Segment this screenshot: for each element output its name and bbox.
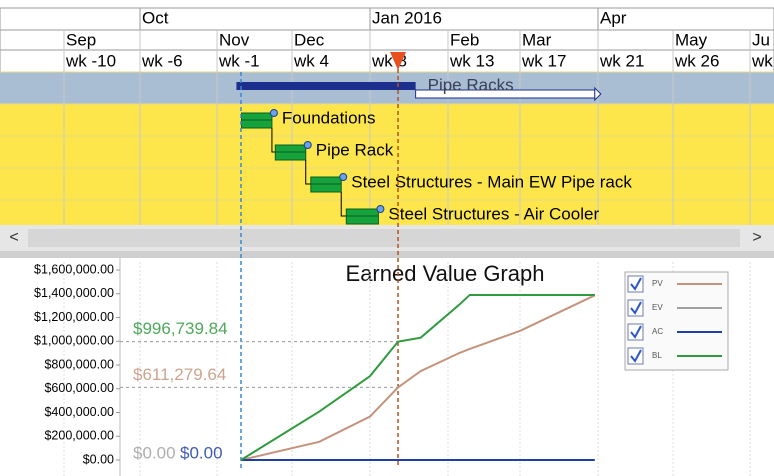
legend-check: [630, 349, 642, 363]
quarter-label: Oct: [142, 8, 169, 27]
week-label: wk 26: [674, 51, 719, 70]
annotation-label: $0.00: [133, 443, 176, 462]
summary-arrow: [594, 86, 602, 102]
y-tick-label: $1,600,000.00: [34, 262, 114, 276]
y-tick-label: $800,000.00: [44, 357, 114, 371]
quarter-label: Jan 2016: [372, 8, 442, 27]
graph-title: Earned Value Graph: [346, 261, 545, 286]
task-label: Steel Structures - Air Cooler: [388, 204, 599, 223]
legend-label: PV: [652, 279, 663, 288]
y-tick-label: $0.00: [83, 452, 114, 466]
week-label: wk: [751, 51, 773, 70]
scroll-left[interactable]: <: [9, 229, 18, 246]
y-tick-label: $1,400,000.00: [34, 286, 114, 300]
annotation-label: $611,279.64: [133, 365, 226, 384]
month-label: Ju: [752, 30, 770, 49]
summary-label: Pipe Racks: [428, 75, 514, 94]
month-label: May: [675, 30, 708, 49]
y-tick-label: $600,000.00: [44, 381, 114, 395]
scroll-thumb[interactable]: [28, 229, 740, 247]
week-label: wk 4: [293, 51, 329, 70]
legend-label: EV: [652, 303, 663, 312]
week-label: wk -10: [65, 51, 116, 70]
timescale-header: [0, 7, 774, 73]
gantt-row: [0, 200, 774, 225]
progress-marker: [376, 205, 385, 213]
week-label: wk 21: [599, 51, 644, 70]
quarter-label: Apr: [600, 8, 627, 27]
task-label: Foundations: [282, 108, 376, 127]
gantt-row: [0, 168, 774, 200]
legend-check: [630, 301, 642, 315]
progress-marker: [339, 173, 348, 181]
y-tick-label: $1,000,000.00: [34, 334, 114, 348]
task-label: Pipe Rack: [316, 140, 394, 159]
y-tick-label: $1,200,000.00: [34, 310, 114, 324]
y-tick-label: $200,000.00: [44, 429, 114, 443]
legend-label: BL: [652, 351, 662, 360]
scroll-right[interactable]: >: [752, 229, 761, 246]
progress-marker: [269, 109, 278, 117]
series-line: [240, 293, 595, 461]
gantt-row: [0, 104, 774, 136]
progress-marker: [303, 141, 312, 149]
y-tick-label: $400,000.00: [44, 405, 114, 419]
dependency-link: [271, 128, 276, 153]
legend-label: AC: [652, 327, 663, 336]
annotation-label: $996,739.84: [133, 319, 228, 338]
legend-check: [630, 325, 642, 339]
series-line: [240, 294, 596, 461]
month-label: Nov: [219, 30, 250, 49]
task-label: Steel Structures - Main EW Pipe rack: [351, 172, 632, 191]
dependency-link: [305, 160, 311, 185]
gantt-row: [0, 136, 774, 168]
month-label: Sep: [66, 30, 96, 49]
dependency-link: [340, 192, 347, 217]
pane-splitter: [0, 251, 774, 258]
week-label: wk 13: [449, 51, 494, 70]
legend-check: [630, 277, 642, 291]
week-label: wk -1: [218, 51, 260, 70]
week-label: wk 17: [521, 51, 566, 70]
month-label: Mar: [522, 30, 552, 49]
annotation-label: $0.00: [180, 443, 223, 462]
status-date-marker: [390, 52, 407, 70]
month-label: Dec: [294, 30, 325, 49]
month-label: Feb: [450, 30, 479, 49]
summary-bar: [236, 82, 416, 90]
week-label: wk -6: [141, 51, 183, 70]
